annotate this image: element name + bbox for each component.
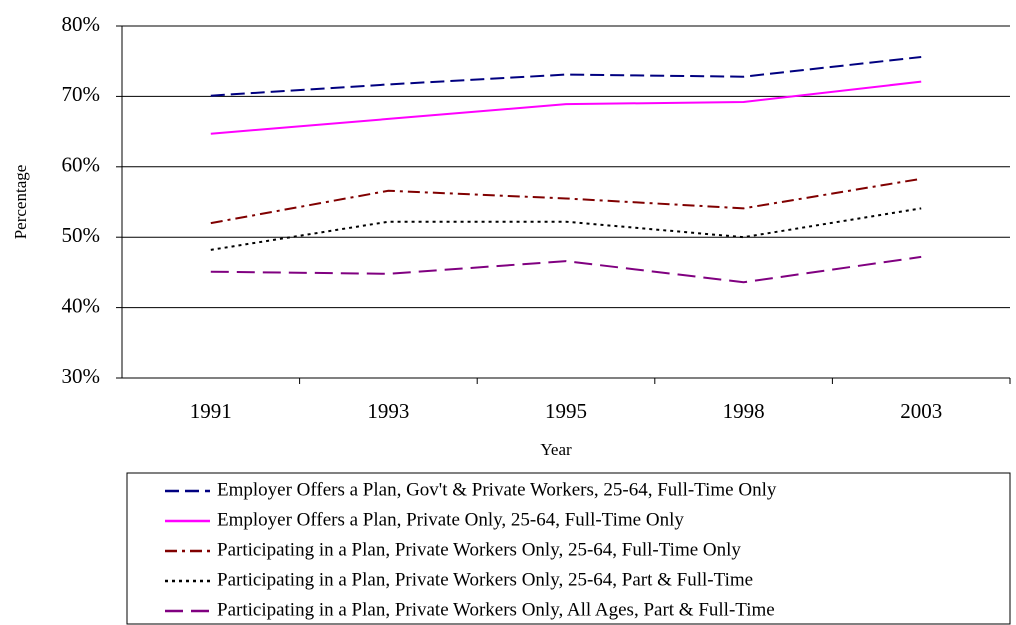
series-line [210,55,922,97]
y-tick-label: 50% [62,223,101,247]
y-tick-label: 60% [62,153,101,177]
x-tick-label: 1991 [190,399,232,423]
x-tick-label: 2003 [900,399,942,423]
x-tick-label: 1998 [723,399,765,423]
series-line [210,207,922,251]
legend-box [126,472,1011,625]
legend-label: Participating in a Plan, Private Workers… [217,539,741,560]
legend-label: Employer Offers a Plan, Gov't & Private … [217,479,777,500]
x-tick-label: 1993 [367,399,409,423]
legend-label: Participating in a Plan, Private Workers… [217,599,775,620]
legend-label: Employer Offers a Plan, Private Only, 25… [217,509,684,530]
x-axis-label: Year [540,440,572,459]
y-tick-label: 40% [62,293,101,317]
y-tick-label: 70% [62,82,101,106]
x-tick-label: 1995 [545,399,587,423]
series-line [210,80,922,135]
y-tick-label: 80% [62,12,101,36]
y-axis-label: Percentage [11,165,30,240]
series-line [210,177,922,225]
y-tick-label: 30% [62,364,101,388]
legend-label: Participating in a Plan, Private Workers… [217,569,753,590]
series-line [210,255,922,284]
